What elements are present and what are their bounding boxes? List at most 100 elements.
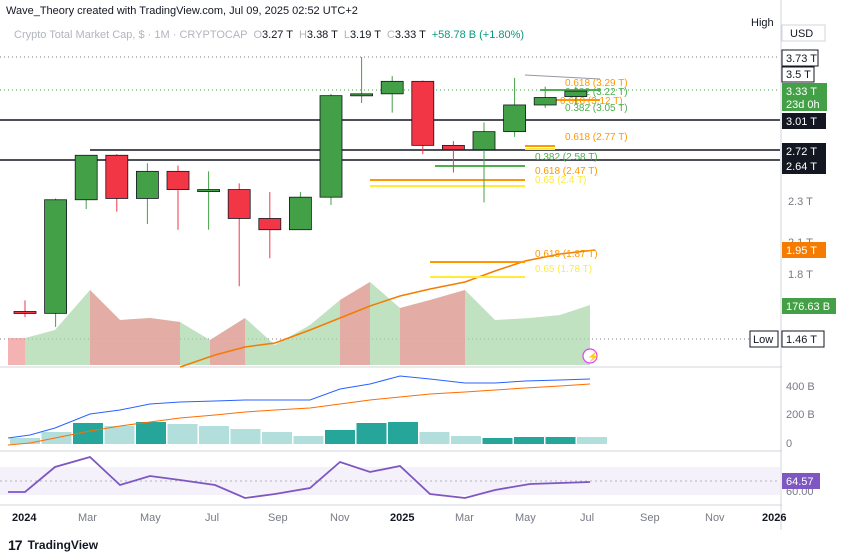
candle bbox=[44, 199, 67, 314]
macd-bar bbox=[73, 423, 103, 444]
macd-tick-400: 400 B bbox=[786, 381, 815, 393]
fib-label: 0.618 (3.29 T) bbox=[565, 78, 628, 89]
low-label: 1.46 T bbox=[786, 334, 817, 346]
last-price-box bbox=[782, 83, 827, 111]
candle bbox=[105, 154, 129, 199]
time-tick-label: 2024 bbox=[12, 512, 37, 524]
symbol-name: Crypto Total Market Cap, $ · 1M · CRYPTO… bbox=[14, 29, 248, 41]
currency-label: USD bbox=[790, 28, 813, 40]
p195-box bbox=[782, 242, 826, 258]
open-value: 3.27 T bbox=[262, 29, 293, 41]
low-axis-label: Low bbox=[753, 334, 773, 346]
p272-label: 2.72 T bbox=[786, 146, 817, 158]
time-tick-label: Nov bbox=[705, 512, 725, 524]
macd-bar bbox=[577, 437, 607, 444]
candle bbox=[472, 131, 496, 151]
candle bbox=[441, 144, 465, 151]
volume-area-red-5 bbox=[400, 290, 465, 365]
fib-labels: 0.618 (3.29 T)0.382 (3.22 T)0.618 (3.12 … bbox=[535, 78, 628, 275]
macd-tick-0: 0 bbox=[786, 438, 792, 450]
tradingview-logo-icon: 17 bbox=[8, 537, 23, 553]
p301-label: 3.01 T bbox=[786, 116, 817, 128]
chart-credit: Wave_Theory created with TradingView.com… bbox=[6, 5, 358, 17]
candle bbox=[166, 170, 190, 190]
macd-bar bbox=[482, 438, 513, 444]
fib-label: 0.618 (3.12 T) bbox=[560, 96, 623, 107]
time-tick-label: Mar bbox=[455, 512, 474, 524]
candle bbox=[288, 196, 312, 231]
candle bbox=[13, 311, 37, 314]
price-axis: USD High 3.73 T 3.5 T 3.33 T 23d 0h 3.01… bbox=[749, 15, 836, 498]
p35-box bbox=[781, 66, 815, 83]
macd-bar bbox=[167, 424, 198, 444]
fib-label: 0.382 (3.22 T) bbox=[565, 87, 628, 98]
trend-line bbox=[524, 74, 601, 80]
p23-label: 2.3 T bbox=[788, 196, 813, 208]
macd-bar bbox=[104, 426, 135, 444]
vol-box bbox=[782, 298, 836, 314]
vol-label: 176.63 B bbox=[786, 301, 830, 313]
macd-bar bbox=[230, 429, 261, 444]
high-box bbox=[749, 15, 777, 29]
high-label: H bbox=[298, 29, 307, 41]
open-label: O bbox=[253, 29, 263, 41]
p264-box bbox=[782, 158, 826, 174]
low-box bbox=[781, 330, 825, 348]
tradingview-footer: 17 TradingView bbox=[8, 537, 98, 553]
high-axis-label: High bbox=[751, 17, 774, 29]
time-tick-label: Sep bbox=[640, 512, 660, 524]
symbol-legend: Crypto Total Market Cap, $ · 1M · CRYPTO… bbox=[14, 29, 524, 41]
time-tick-label: May bbox=[140, 512, 161, 524]
time-tick-label: Jul bbox=[205, 512, 219, 524]
macd-histogram bbox=[10, 422, 607, 444]
p18-label: 1.8 T bbox=[788, 269, 813, 281]
p301-box bbox=[782, 113, 826, 129]
candle bbox=[380, 80, 404, 95]
time-tick-label: 2026 bbox=[762, 512, 786, 524]
p373-box bbox=[781, 49, 819, 67]
close-label: C bbox=[386, 29, 395, 41]
fib-label: 0.65 (2.4 T) bbox=[535, 175, 587, 186]
rsi-line bbox=[8, 455, 591, 499]
macd-bar bbox=[356, 423, 387, 444]
lightning-icon[interactable] bbox=[582, 348, 598, 364]
macd-bar bbox=[199, 426, 229, 444]
fib-label: 0.618 (2.77 T) bbox=[565, 132, 628, 143]
fib-label: 0.382 (2.58 T) bbox=[535, 152, 598, 163]
rsi-value-label: 64.57 bbox=[786, 476, 814, 488]
macd-tick-200: 200 B bbox=[786, 409, 815, 421]
macd-bar bbox=[388, 422, 418, 444]
macd-bar bbox=[325, 430, 355, 444]
time-tick-label: Sep bbox=[268, 512, 288, 524]
tradingview-brand: TradingView bbox=[27, 538, 99, 552]
macd-bar bbox=[136, 422, 166, 444]
candle bbox=[411, 80, 435, 146]
high-value: 3.38 T bbox=[306, 29, 338, 41]
fib-label: 0.618 (1.87 T) bbox=[535, 249, 598, 260]
close-value: 3.33 T bbox=[394, 29, 426, 41]
macd-line bbox=[7, 375, 591, 439]
candle bbox=[350, 93, 374, 97]
p272-box bbox=[782, 143, 826, 159]
time-axis: 2024 Mar May Jul Sep Nov 2025 Mar May Jul Sep Nov 20… bbox=[12, 512, 786, 524]
p264-label: 2.64 T bbox=[786, 161, 817, 173]
currency-box bbox=[781, 24, 826, 42]
rsi-value-box bbox=[782, 473, 820, 489]
low-label-box bbox=[749, 330, 779, 348]
volume-area-red-4 bbox=[340, 282, 370, 365]
candles bbox=[13, 57, 588, 327]
macd-bar bbox=[262, 432, 292, 444]
candle bbox=[258, 218, 282, 231]
countdown-label: 23d 0h bbox=[786, 99, 820, 111]
time-tick-label: May bbox=[515, 512, 536, 524]
lightning-icon-glyph: ⚡ bbox=[587, 350, 599, 363]
macd-bar bbox=[451, 436, 481, 444]
macd-bar bbox=[10, 438, 40, 444]
fib-label: 0.382 (3.05 T) bbox=[565, 103, 628, 114]
macd-signal-line bbox=[7, 383, 591, 446]
low-label: L bbox=[343, 29, 350, 41]
candle bbox=[74, 154, 98, 201]
p195-label: 1.95 T bbox=[786, 245, 817, 257]
last-price-label: 3.33 T bbox=[786, 86, 817, 98]
